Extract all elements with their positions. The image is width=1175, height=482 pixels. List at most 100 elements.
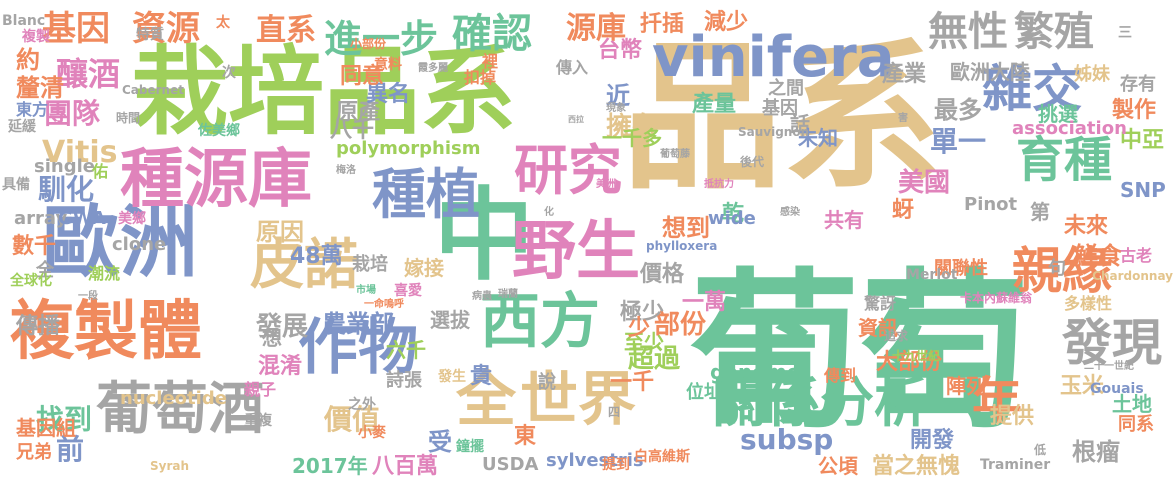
cloud-word: 混淆	[258, 354, 303, 379]
cloud-word: 異名	[366, 82, 411, 107]
cloud-word: 數千	[12, 234, 57, 259]
cloud-word: Blanc	[2, 13, 46, 29]
cloud-word: 市場	[356, 285, 376, 296]
cloud-word: 蚜	[892, 198, 915, 223]
cloud-word: 陣列	[946, 374, 986, 398]
cloud-word: 鐘擺	[456, 439, 484, 455]
cloud-word: 低	[1034, 443, 1047, 457]
cloud-word: 複製體	[10, 295, 202, 369]
cloud-word: 東	[514, 424, 537, 449]
cloud-word: 產業	[882, 62, 927, 87]
cloud-word: 無性	[928, 9, 1008, 55]
cloud-word: 確認	[452, 11, 532, 57]
cloud-word: 詩張	[386, 370, 422, 391]
cloud-word: Gouais	[1090, 381, 1144, 397]
cloud-word: 近	[606, 82, 630, 110]
cloud-word: 部份	[654, 310, 707, 340]
cloud-word: 農業部	[322, 310, 394, 338]
cloud-word: 歐洲大陸	[950, 60, 1030, 84]
cloud-word: 驚訝	[864, 294, 897, 313]
cloud-word: 兄弟	[16, 442, 52, 463]
cloud-word: 繁殖	[1014, 9, 1094, 55]
cloud-word: 育種	[1016, 132, 1113, 188]
cloud-word: 一段	[78, 291, 98, 302]
cloud-word: 中亞	[1120, 128, 1165, 153]
cloud-word: 之外	[348, 397, 376, 413]
cloud-word: 小麥	[358, 425, 386, 441]
cloud-word: 現象	[606, 103, 626, 114]
cloud-word: 台幣	[598, 38, 643, 63]
cloud-word: 種源庫	[120, 143, 312, 217]
cloud-word: 之間	[768, 78, 804, 99]
cloud-word: 想到	[662, 214, 710, 242]
cloud-word: association	[1012, 118, 1127, 139]
cloud-word: 品系	[622, 24, 943, 211]
cloud-word: 提到	[602, 457, 630, 473]
cloud-word: 同系	[1118, 414, 1154, 435]
cloud-word: 太	[216, 15, 230, 31]
cloud-word: 釀酒	[56, 55, 121, 93]
cloud-word: 找到	[36, 403, 93, 436]
cloud-word: 卡本內蘇維翁	[960, 291, 1033, 305]
cloud-word: 年	[972, 372, 1022, 430]
cloud-word: 研究	[514, 139, 622, 202]
cloud-word: 全球化	[10, 273, 52, 289]
cloud-word: 資訊	[858, 316, 898, 340]
cloud-word: 鮮食	[1074, 242, 1122, 270]
cloud-word: 未來	[1064, 214, 1109, 239]
cloud-word: subsp	[740, 423, 834, 456]
cloud-word: 產量	[692, 92, 737, 117]
cloud-word: 提供	[990, 404, 1035, 429]
cloud-word: Syrah	[150, 459, 190, 473]
cloud-word: 親子	[244, 380, 277, 399]
cloud-word: 源庫	[566, 11, 626, 46]
cloud-word: 極少	[620, 300, 665, 325]
cloud-word: 48萬	[290, 244, 343, 269]
cloud-word: 發現	[1062, 314, 1162, 372]
cloud-word: phylloxera	[646, 239, 718, 253]
cloud-word: 貴	[470, 364, 493, 389]
cloud-word: SNP	[1120, 178, 1166, 202]
cloud-word: 句	[1048, 258, 1066, 279]
cloud-word: 栽培品系	[132, 36, 516, 148]
cloud-word: 同意	[340, 64, 385, 89]
cloud-word: sylvestris	[546, 450, 644, 471]
cloud-word: Chardonnay	[1092, 269, 1173, 283]
cloud-word: Cabernet	[122, 83, 184, 97]
cloud-word: 想	[262, 326, 282, 350]
cloud-word: 共有	[824, 208, 864, 232]
cloud-word: 傳到	[824, 366, 857, 385]
cloud-word: wide	[708, 208, 756, 229]
cloud-word: 多樣性	[1064, 294, 1113, 313]
cloud-word: single	[34, 156, 95, 177]
cloud-word: 開發	[910, 428, 955, 453]
cloud-word: genome	[710, 360, 801, 384]
cloud-word: 二十一世紀	[1084, 361, 1134, 372]
cloud-word: 進一步	[324, 17, 439, 61]
cloud-word: 基因	[42, 9, 110, 49]
cloud-word: 團隊	[44, 97, 101, 130]
cloud-word: 佑	[92, 162, 109, 181]
cloud-word: 直系	[256, 13, 316, 48]
cloud-word: 約	[16, 46, 40, 74]
cloud-word: 瑞蘭	[498, 289, 518, 300]
cloud-word: 嫁接	[404, 256, 444, 280]
cloud-word: 資源	[132, 9, 200, 49]
cloud-word: 前	[56, 433, 85, 466]
cloud-word: 基因組	[16, 416, 76, 440]
cloud-word: 姊妹	[1074, 64, 1110, 85]
cloud-word: 至少	[624, 330, 664, 354]
cloud-word: 第	[1030, 200, 1050, 224]
cloud-word: clone	[112, 234, 167, 255]
cloud-word: 複製	[22, 29, 50, 45]
cloud-word: 扦插	[640, 12, 685, 37]
cloud-word: 一萬	[682, 290, 727, 315]
cloud-word: nucleotide	[120, 388, 227, 409]
cloud-word: 潮流	[88, 264, 121, 283]
cloud-word: 佐美鄉	[198, 123, 240, 139]
cloud-word: 白高維斯	[634, 449, 690, 465]
cloud-word: 土地	[1112, 392, 1152, 416]
cloud-word: 製作	[1112, 98, 1157, 123]
cloud-word: 一千	[610, 370, 655, 395]
